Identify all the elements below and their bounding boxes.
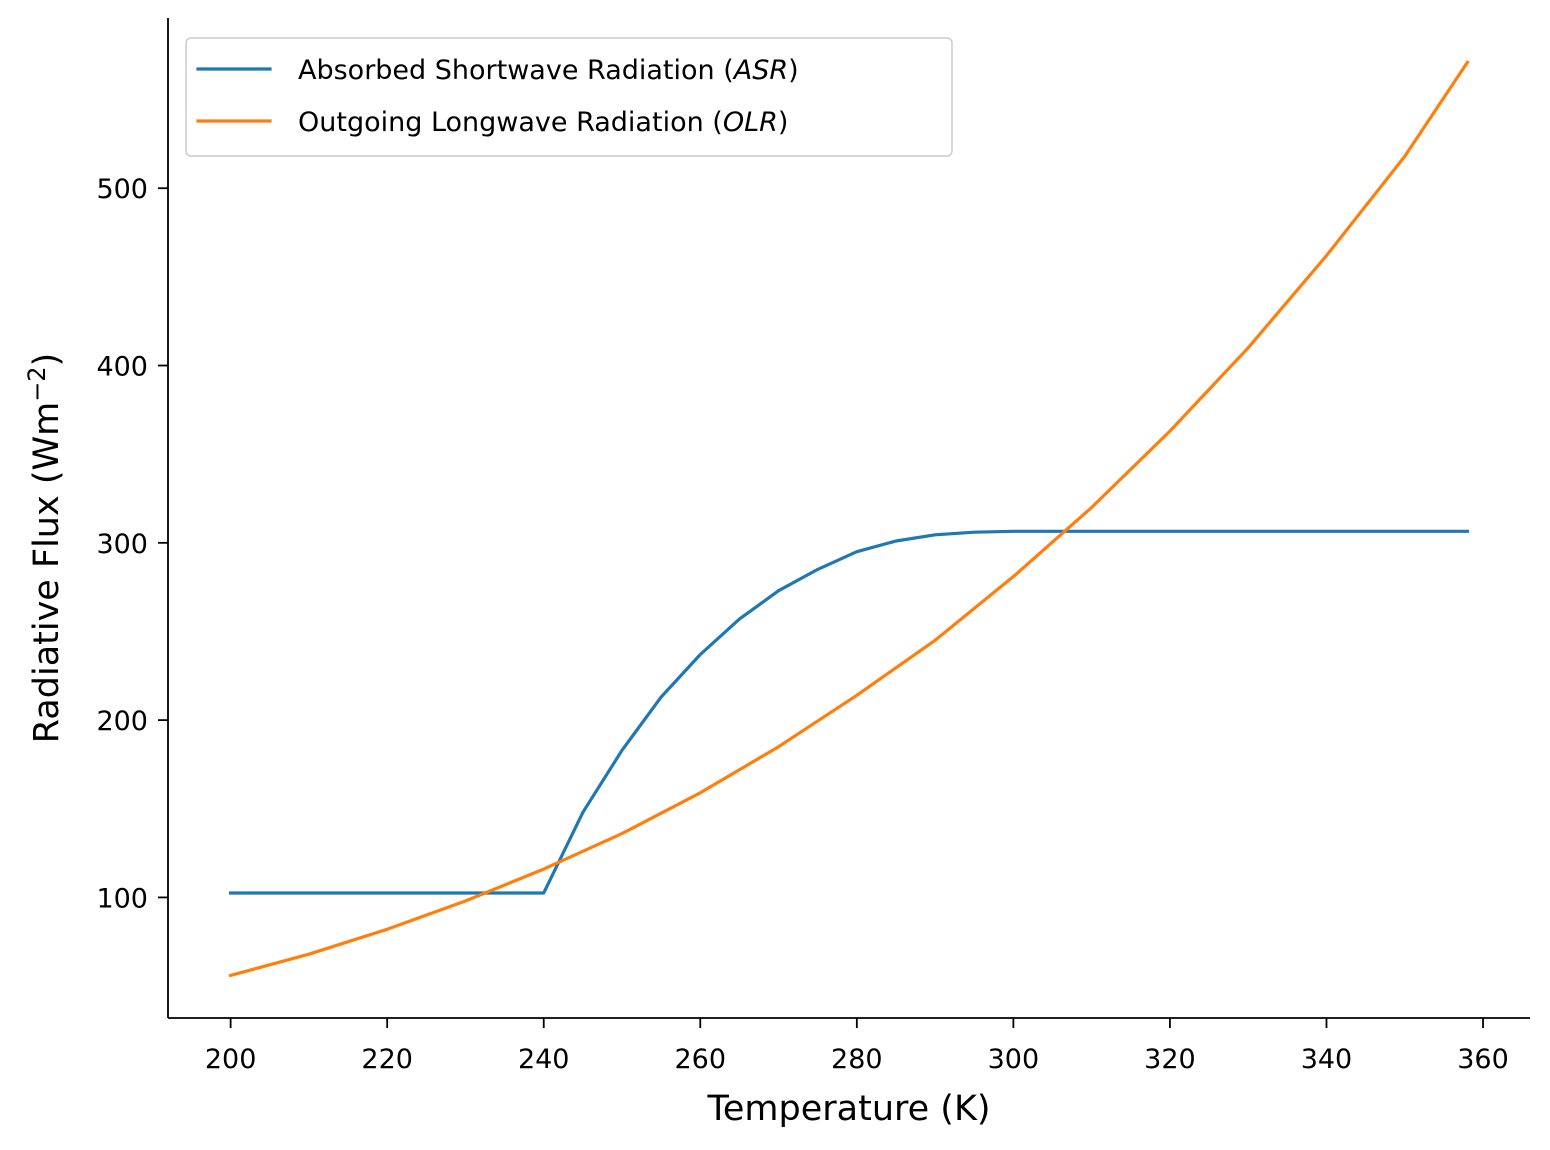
x-tick-label: 360 bbox=[1457, 1044, 1509, 1075]
y-axis-label-main: Radiative Flux (Wm bbox=[27, 402, 67, 743]
x-tick-label: 320 bbox=[1144, 1044, 1196, 1075]
legend-label-olr: Outgoing Longwave Radiation (OLR) bbox=[298, 107, 788, 138]
series-line-olr bbox=[228, 60, 1470, 978]
legend-frame bbox=[185, 37, 953, 157]
y-tick-label: 200 bbox=[96, 706, 148, 737]
y-tick-label: 100 bbox=[96, 883, 148, 914]
legend-label-asr: Absorbed Shortwave Radiation (ASR) bbox=[298, 55, 799, 86]
y-axis-label: Radiative Flux (Wm−2) bbox=[23, 353, 67, 744]
legend: Absorbed Shortwave Radiation (ASR) Outgo… bbox=[185, 37, 953, 157]
axes-layer bbox=[167, 18, 1530, 1019]
y-axis-label-superscript: −2 bbox=[23, 366, 51, 401]
x-axis-label: Temperature (K) bbox=[706, 1089, 990, 1129]
x-tick-label: 220 bbox=[361, 1044, 413, 1075]
x-tick-label: 240 bbox=[518, 1044, 570, 1075]
y-tick-label: 500 bbox=[96, 174, 148, 205]
y-tick-label: 400 bbox=[96, 352, 148, 383]
ticks-layer: 200 220 240 260 280 300 320 340 360 100 200 300 400 5… bbox=[96, 174, 1508, 1075]
y-axis-label-close: ) bbox=[27, 353, 67, 367]
x-tick-label: 340 bbox=[1301, 1044, 1353, 1075]
x-tick-label: 260 bbox=[675, 1044, 727, 1075]
x-tick-label: 280 bbox=[831, 1044, 883, 1075]
x-tick-label: 200 bbox=[205, 1044, 257, 1075]
x-tick-label: 300 bbox=[988, 1044, 1040, 1075]
y-tick-label: 300 bbox=[96, 529, 148, 560]
series-layer bbox=[228, 60, 1470, 978]
series-line-asr bbox=[229, 529, 1470, 895]
